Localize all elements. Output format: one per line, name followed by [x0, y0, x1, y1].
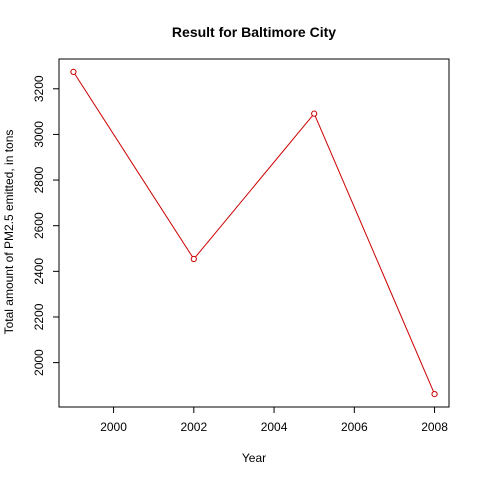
y-tick-label: 2800	[32, 166, 46, 193]
x-tick-label: 2006	[341, 420, 368, 434]
plot-area	[58, 58, 450, 408]
data-point	[70, 68, 77, 75]
data-point	[431, 391, 438, 398]
y-tick-label: 3200	[32, 75, 46, 102]
data-point	[190, 255, 197, 263]
x-tick-label: 2000	[100, 420, 127, 434]
y-tick-label: 3000	[32, 121, 46, 148]
chart-title: Result for Baltimore City	[172, 24, 336, 40]
x-axis-label: Year	[242, 451, 266, 465]
y-axis: 2000 2200 2400 2600 2800 3000 3200	[32, 75, 60, 376]
y-tick-label: 2000	[32, 349, 46, 376]
data-point	[311, 110, 318, 117]
series	[70, 68, 438, 398]
y-axis-label: Total amount of PM2.5 emitted, in tons	[2, 130, 16, 335]
y-tick-label: 2400	[32, 258, 46, 285]
y-tick-label: 2600	[32, 212, 46, 239]
y-tick-label: 2200	[32, 303, 46, 330]
x-tick-label: 2002	[180, 420, 207, 434]
series-line	[73, 71, 436, 395]
x-tick-label: 2004	[261, 420, 288, 434]
x-axis: 2000 2002 2004 2006 2008	[100, 406, 448, 434]
x-tick-label: 2008	[421, 420, 448, 434]
